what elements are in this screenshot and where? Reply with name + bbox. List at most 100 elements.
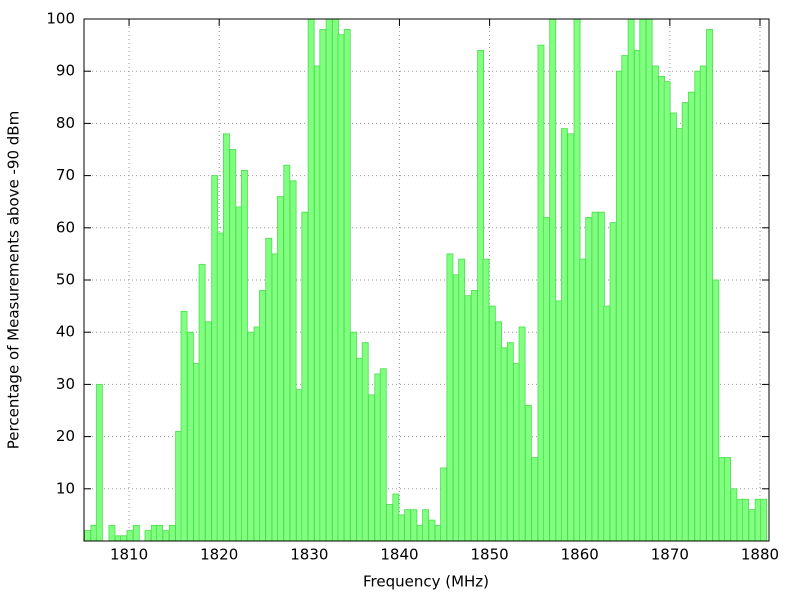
bar	[488, 305, 496, 542]
bar	[156, 524, 164, 542]
bar	[132, 524, 140, 542]
y-tick-label: 60	[56, 218, 75, 236]
bar	[681, 102, 689, 542]
bar	[120, 535, 128, 542]
bar	[591, 211, 599, 542]
x-tick-label: 1880	[741, 546, 779, 564]
plot-frame	[83, 18, 770, 542]
bar	[84, 530, 92, 542]
bar	[259, 290, 266, 542]
bar	[621, 55, 629, 542]
bar	[186, 331, 194, 542]
x-tick-label: 1810	[110, 546, 148, 564]
bar	[229, 149, 237, 542]
bar	[748, 509, 756, 542]
y-tick-label: 40	[56, 323, 75, 341]
y-tick-label: 80	[56, 114, 75, 132]
bar	[95, 383, 103, 542]
bar	[162, 530, 170, 542]
bar	[639, 18, 647, 542]
bar	[247, 331, 255, 542]
bar	[350, 331, 357, 542]
bar	[397, 514, 405, 542]
bar	[307, 18, 315, 542]
bar	[204, 321, 212, 542]
bar	[222, 133, 230, 542]
bar	[688, 91, 695, 542]
bar	[542, 216, 550, 542]
bar	[712, 279, 720, 542]
bar	[567, 133, 575, 542]
bar	[730, 488, 738, 542]
bar	[531, 457, 539, 542]
bar	[706, 29, 713, 542]
x-tick-label: 1850	[470, 546, 508, 564]
bar	[198, 263, 206, 542]
bar	[446, 253, 454, 542]
bar	[404, 509, 411, 542]
bar	[652, 65, 659, 542]
bar	[500, 347, 508, 542]
bar	[440, 467, 448, 542]
bar	[506, 342, 514, 542]
y-tick-label: 30	[56, 375, 75, 393]
y-axis-label: Percentage of Measurements above -90 dBm	[5, 111, 23, 449]
bar	[386, 504, 393, 542]
bar	[428, 519, 436, 542]
bar	[603, 305, 611, 542]
bar	[670, 112, 677, 542]
bar	[579, 258, 586, 542]
y-tick-label: 50	[56, 271, 75, 289]
y-tick-label: 90	[56, 62, 75, 80]
y-tick-label: 70	[56, 166, 75, 184]
y-tick-label: 10	[56, 479, 75, 497]
x-axis-label: Frequency (MHz)	[363, 573, 489, 591]
bar	[699, 65, 707, 542]
bar	[609, 222, 617, 542]
bar	[325, 18, 333, 542]
bar	[524, 404, 532, 542]
bar	[742, 498, 749, 542]
bar	[168, 524, 176, 542]
bar	[585, 216, 593, 542]
bar	[289, 180, 297, 542]
bar	[216, 232, 224, 542]
bar	[518, 326, 526, 542]
bar	[241, 169, 248, 542]
bar	[458, 258, 466, 542]
bar	[724, 457, 731, 542]
bar	[760, 498, 768, 542]
x-tick-label: 1830	[290, 546, 328, 564]
bar	[422, 509, 430, 542]
bar	[265, 237, 273, 542]
bar	[343, 29, 351, 542]
bar	[126, 530, 134, 542]
bar	[277, 196, 284, 542]
x-tick-label: 1860	[561, 546, 599, 564]
bar	[368, 394, 375, 542]
bar	[410, 509, 418, 542]
x-tick-label: 1820	[200, 546, 238, 564]
x-tick-label: 1840	[380, 546, 418, 564]
bar	[301, 211, 309, 542]
y-tick-label: 100	[46, 10, 75, 28]
bar	[549, 18, 557, 542]
bar	[470, 290, 478, 542]
bar	[482, 258, 490, 542]
bar	[337, 34, 345, 542]
y-tick-label: 20	[56, 427, 75, 445]
bar	[627, 18, 635, 542]
bar	[379, 368, 387, 542]
bar	[560, 128, 568, 542]
bar	[361, 342, 369, 542]
bar	[144, 530, 152, 542]
bar	[319, 29, 327, 542]
bar	[108, 524, 116, 542]
bar	[283, 164, 291, 542]
bar	[663, 81, 671, 542]
bar	[180, 310, 188, 542]
bar	[645, 18, 653, 542]
x-tick-label: 1870	[651, 546, 689, 564]
bar	[464, 295, 472, 542]
